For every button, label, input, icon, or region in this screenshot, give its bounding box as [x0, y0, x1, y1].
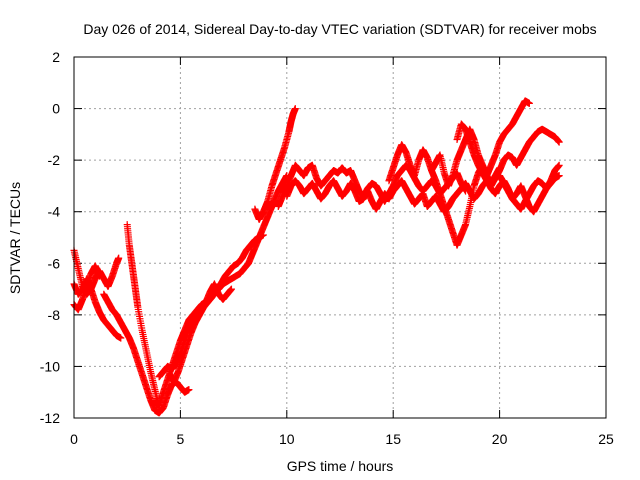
- data-point: [291, 105, 299, 113]
- y-tick-label: -4: [48, 204, 61, 220]
- x-tick-label: 20: [492, 431, 508, 447]
- data-point: [525, 99, 533, 107]
- data-point: [555, 172, 563, 180]
- y-tick-label: -12: [40, 410, 60, 426]
- series-sdtvar: [70, 97, 563, 417]
- x-tick-label: 25: [598, 431, 614, 447]
- x-tick-label: 10: [279, 431, 295, 447]
- data-point: [555, 161, 563, 169]
- data-point: [115, 254, 123, 262]
- x-tick-label: 15: [385, 431, 401, 447]
- data-point: [96, 272, 104, 280]
- x-tick-label: 5: [177, 431, 185, 447]
- y-tick-label: -8: [48, 307, 61, 323]
- grid: [74, 57, 606, 418]
- plot-frame: [73, 56, 607, 419]
- y-tick-label: 2: [52, 49, 60, 65]
- data-points: [70, 97, 563, 417]
- data-point: [555, 138, 563, 146]
- y-tick-label: -6: [48, 255, 61, 271]
- x-tick-label: 0: [70, 431, 78, 447]
- x-axis-label: GPS time / hours: [287, 458, 394, 474]
- chart-title: Day 026 of 2014, Sidereal Day-to-day VTE…: [83, 21, 596, 37]
- y-axis-label: SDTVAR / TECUs: [7, 182, 23, 294]
- data-point: [227, 285, 235, 293]
- y-tick-label: -2: [48, 152, 61, 168]
- data-point: [117, 334, 125, 342]
- data-point: [185, 386, 193, 394]
- y-tick-label: -10: [40, 358, 60, 374]
- y-tick-label: 0: [52, 101, 60, 117]
- data-point: [259, 231, 267, 239]
